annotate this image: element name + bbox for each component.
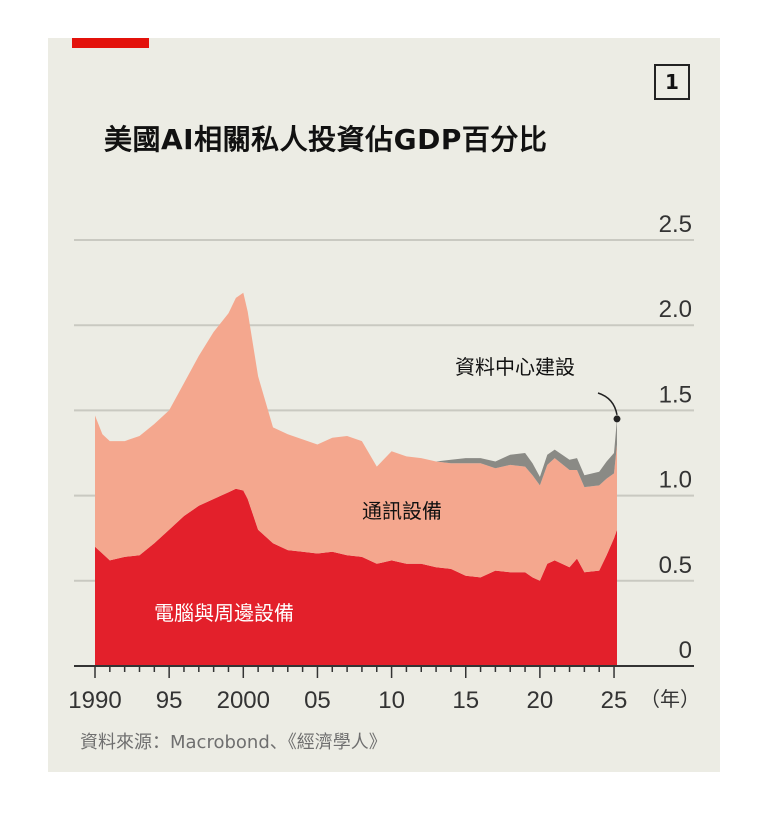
annotation-leader-line [597,392,618,416]
brand-accent-bar [72,38,149,48]
y-tick-label: 0 [679,637,692,664]
x-tick-label: 25 [601,687,628,714]
series-area-1 [95,292,617,581]
x-tick-label: 20 [527,687,554,714]
x-axis [74,665,694,678]
series-area-0 [95,488,617,666]
y-tick-label: 1.5 [659,381,692,408]
series-label: 電腦與周邊設備 [154,601,294,625]
series-label: 通訊設備 [362,499,442,523]
y-tick-label: 1.0 [659,467,692,494]
x-tick-label: 2000 [217,687,270,714]
x-tick-label: 10 [378,687,405,714]
source-note: 資料來源：Macrobond、《經濟學人》 [80,732,387,753]
x-tick-label: 1990 [68,687,121,714]
chart-title: 美國AI相關私人投資佔GDP百分比 [104,123,548,156]
area-series [95,292,617,666]
y-axis-labels: 0 0.5 1.0 1.5 2.0 2.5 [659,211,692,664]
x-tick-label: 05 [304,687,331,714]
annotations: 電腦與周邊設備 通訊設備 資料中心建設 [154,355,621,625]
y-tick-label: 2.5 [659,211,692,238]
chart-number-badge: 1 [654,64,690,100]
y-tick-label: 0.5 [659,552,692,579]
annotation-dot [613,415,621,423]
x-tick-label: 15 [452,687,479,714]
series-label: 資料中心建設 [455,355,575,379]
y-tick-label: 2.0 [659,296,692,323]
x-axis-labels: 1990 95 2000 05 10 15 20 25 （年） [68,687,700,714]
x-tick-label: 95 [156,687,183,714]
x-unit-label: （年） [640,687,700,711]
